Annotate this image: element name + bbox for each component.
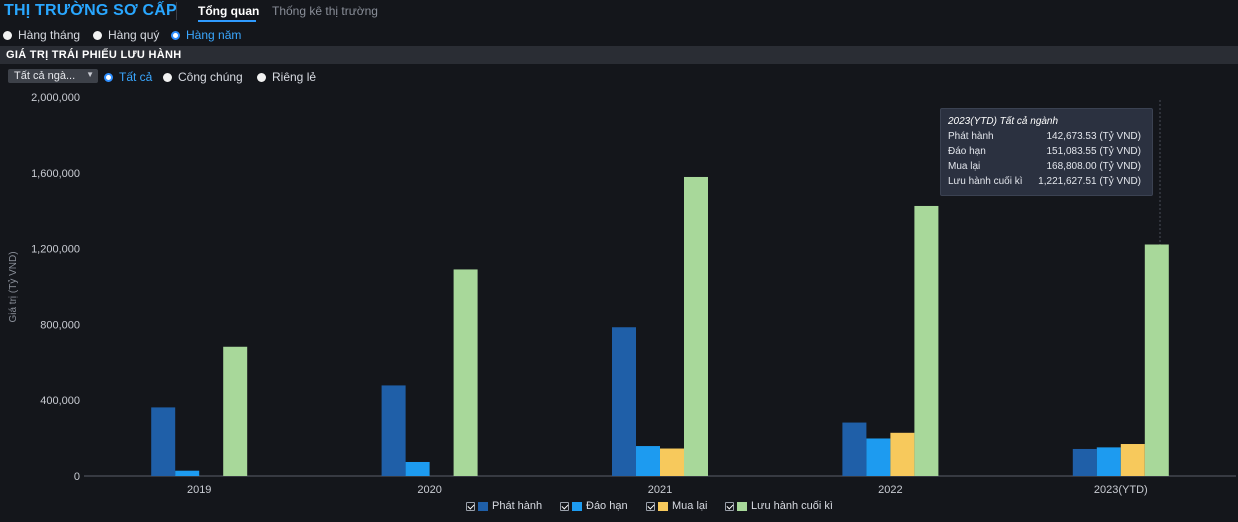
bar[interactable]	[151, 407, 175, 476]
bar-chart: Giá trị (Tỷ VND) 0 400,000 800,000 1,200,00…	[0, 0, 1238, 522]
bar[interactable]	[382, 385, 406, 476]
legend-swatch	[658, 502, 668, 511]
legend-swatch	[478, 502, 488, 511]
x-axis: 2019 2020 2021 2022 2023(YTD)	[187, 484, 1148, 496]
x-tick-label: 2020	[417, 484, 441, 496]
legend-item-phat-hanh[interactable]: Phát hành	[466, 500, 542, 512]
tooltip-label: Đáo hạn	[948, 146, 986, 157]
tooltip-label: Lưu hành cuối kì	[948, 176, 1023, 187]
bar[interactable]	[684, 177, 708, 476]
tooltip-label: Phát hành	[948, 131, 994, 142]
chart-tooltip: 2023(YTD) Tất cả ngành Phát hành 142,673…	[940, 108, 1153, 196]
tooltip-row: Lưu hành cuối kì 1,221,627.51 (Tỷ VND)	[948, 176, 1146, 190]
y-axis: 0 400,000 800,000 1,200,000 1,600,000 2,000,0…	[31, 92, 80, 483]
bar[interactable]	[1073, 449, 1097, 476]
checkbox-icon	[560, 502, 569, 511]
x-tick-label: 2019	[187, 484, 211, 496]
legend-swatch	[572, 502, 582, 511]
y-tick-label: 1,200,000	[31, 244, 80, 256]
tooltip-value: 142,673.53 (Tỷ VND)	[1047, 131, 1142, 142]
bar[interactable]	[1097, 447, 1121, 476]
legend-label: Phát hành	[492, 500, 542, 512]
checkbox-icon	[725, 502, 734, 511]
legend-item-dao-han[interactable]: Đáo hạn	[560, 500, 628, 512]
checkbox-icon	[646, 502, 655, 511]
legend-swatch	[737, 502, 747, 511]
bar[interactable]	[454, 269, 478, 476]
y-tick-label: 0	[74, 471, 80, 483]
x-tick-label: 2022	[878, 484, 902, 496]
bar[interactable]	[612, 327, 636, 476]
legend-item-luu-hanh-cuoi-ki[interactable]: Lưu hành cuối kì	[725, 500, 833, 512]
legend-item-mua-lai[interactable]: Mua lại	[646, 500, 707, 512]
y-tick-label: 1,600,000	[31, 168, 80, 180]
bar[interactable]	[406, 462, 430, 476]
tooltip-row: Đáo hạn 151,083.55 (Tỷ VND)	[948, 146, 1146, 160]
tooltip-title: 2023(YTD) Tất cả ngành	[948, 116, 1058, 127]
bar[interactable]	[866, 438, 890, 476]
bar[interactable]	[660, 449, 684, 476]
y-tick-label: 400,000	[40, 395, 80, 407]
x-tick-label: 2023(YTD)	[1094, 484, 1148, 496]
y-axis-title: Giá trị (Tỷ VND)	[7, 251, 19, 322]
bar-series	[151, 177, 1169, 476]
legend-label: Lưu hành cuối kì	[751, 500, 833, 512]
bar[interactable]	[223, 347, 247, 476]
y-tick-label: 800,000	[40, 319, 80, 331]
bar[interactable]	[842, 423, 866, 476]
y-tick-label: 2,000,000	[31, 92, 80, 104]
legend-label: Mua lại	[672, 500, 707, 512]
bar[interactable]	[890, 433, 914, 476]
tooltip-value: 168,808.00 (Tỷ VND)	[1047, 161, 1142, 172]
bar[interactable]	[636, 446, 660, 476]
bar[interactable]	[175, 471, 199, 476]
tooltip-row: Phát hành 142,673.53 (Tỷ VND)	[948, 131, 1146, 145]
x-tick-label: 2021	[648, 484, 672, 496]
bar[interactable]	[914, 206, 938, 476]
legend-label: Đáo hạn	[586, 500, 628, 512]
tooltip-row: Mua lại 168,808.00 (Tỷ VND)	[948, 161, 1146, 175]
bar[interactable]	[1121, 444, 1145, 476]
bar[interactable]	[1145, 245, 1169, 476]
tooltip-value: 151,083.55 (Tỷ VND)	[1047, 146, 1142, 157]
checkbox-icon	[466, 502, 475, 511]
tooltip-label: Mua lại	[948, 161, 980, 172]
tooltip-value: 1,221,627.51 (Tỷ VND)	[1038, 176, 1141, 187]
